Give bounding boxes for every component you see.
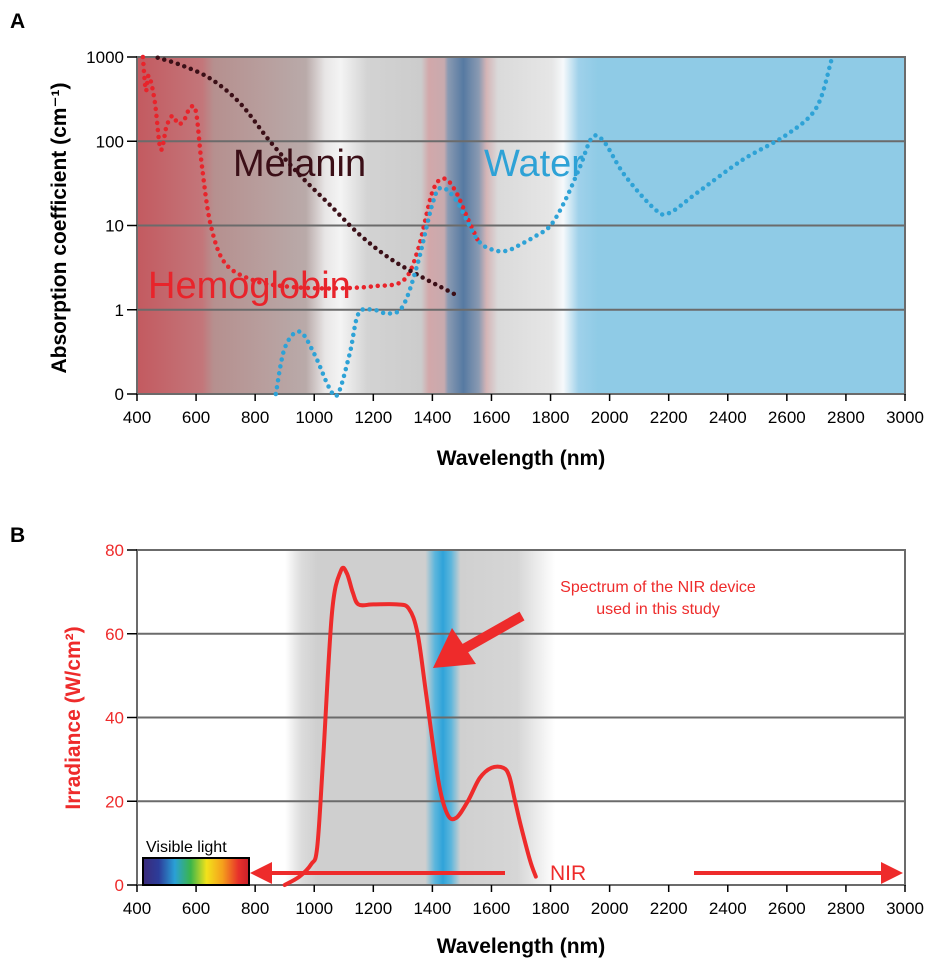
x-tick-label-a: 600 <box>182 408 210 427</box>
water-label: Water <box>484 143 584 185</box>
x-tick-label-a: 1200 <box>354 408 392 427</box>
x-tick-label-b: 2200 <box>650 899 688 918</box>
x-tick-label-b: 1800 <box>532 899 570 918</box>
x-tick-label-b: 2400 <box>709 899 747 918</box>
x-tick-label-a: 400 <box>123 408 151 427</box>
y-tick-label-a: 10 <box>105 217 124 236</box>
device-label-line1: Spectrum of the NIR device <box>560 579 756 596</box>
x-tick-label-a: 2600 <box>768 408 806 427</box>
device-label-line2: used in this study <box>596 601 720 618</box>
series-water-line <box>273 58 834 399</box>
x-tick-label-b: 1600 <box>473 899 511 918</box>
y-tick-label-a: 0 <box>115 385 124 404</box>
visible-light-label: Visible light <box>146 839 227 856</box>
series-melanin-line <box>155 55 459 298</box>
x-tick-label-b: 2000 <box>591 899 629 918</box>
y-tick-label-a: 100 <box>96 132 124 151</box>
x-tick-label-b: 3000 <box>886 899 924 918</box>
visible-light-spectrum <box>142 857 250 886</box>
x-tick-label-a: 1600 <box>473 408 511 427</box>
y-tick-label-b: 60 <box>105 625 124 644</box>
panel-label-b: B <box>10 524 25 547</box>
panel-label-a: A <box>10 10 25 33</box>
nir-left-arrow <box>250 862 505 884</box>
x-tick-label-b: 2600 <box>768 899 806 918</box>
x-tick-label-a: 2800 <box>827 408 865 427</box>
panel-b: 400 600 800 1000 1200 1400 1600 1800 2000 2200 240… <box>62 541 924 958</box>
x-tick-label-b: 600 <box>182 899 210 918</box>
x-tick-label-a: 1000 <box>295 408 333 427</box>
nir-right-arrow <box>694 862 903 884</box>
panel-a-y-ticks: 0 1 10 100 1000 <box>86 48 137 404</box>
x-axis-title-b: Wavelength (nm) <box>437 935 605 958</box>
hemoglobin-label: Hemoglobin <box>148 265 351 307</box>
device-pointer-arrow <box>433 611 525 668</box>
y-axis-title-a: Absorption coefficient (cm⁻¹) <box>48 82 71 373</box>
melanin-label: Melanin <box>233 143 366 185</box>
y-tick-label-a: 1 <box>115 301 124 320</box>
y-tick-label-b: 40 <box>105 709 124 728</box>
panel-b-x-ticks: 400 600 800 1000 1200 1400 1600 1800 2000 2200 240… <box>123 885 924 918</box>
x-tick-label-a: 2200 <box>650 408 688 427</box>
x-tick-label-b: 1200 <box>354 899 392 918</box>
y-tick-label-b: 20 <box>105 792 124 811</box>
x-tick-label-b: 2800 <box>827 899 865 918</box>
x-tick-label-a: 800 <box>241 408 269 427</box>
panel-a: 400 600 800 1000 1200 1400 1600 1800 2000 2200 240… <box>48 48 924 470</box>
x-tick-label-a: 1400 <box>413 408 451 427</box>
y-tick-label-a: 1000 <box>86 48 124 67</box>
y-axis-title-b: Irradiance (W/cm²) <box>62 626 85 809</box>
series-nir-spectrum-line <box>282 565 538 887</box>
panel-b-y-ticks: 0 20 40 60 80 <box>105 541 137 895</box>
x-tick-label-a: 2400 <box>709 408 747 427</box>
panel-a-x-ticks: 400 600 800 1000 1200 1400 1600 1800 2000 2200 240… <box>123 394 924 427</box>
x-tick-label-a: 1800 <box>532 408 570 427</box>
x-tick-label-a: 2000 <box>591 408 629 427</box>
panel-a-series <box>140 54 834 399</box>
y-tick-label-b: 80 <box>105 541 124 560</box>
x-tick-label-b: 400 <box>123 899 151 918</box>
x-tick-label-b: 800 <box>241 899 269 918</box>
nir-label: NIR <box>550 862 586 885</box>
y-tick-label-b: 0 <box>115 876 124 895</box>
x-tick-label-b: 1000 <box>295 899 333 918</box>
x-tick-label-b: 1400 <box>413 899 451 918</box>
x-axis-title-a: Wavelength (nm) <box>437 447 605 470</box>
panel-b-series <box>282 565 538 887</box>
series-hemoglobin-line <box>140 54 482 291</box>
x-tick-label-a: 3000 <box>886 408 924 427</box>
